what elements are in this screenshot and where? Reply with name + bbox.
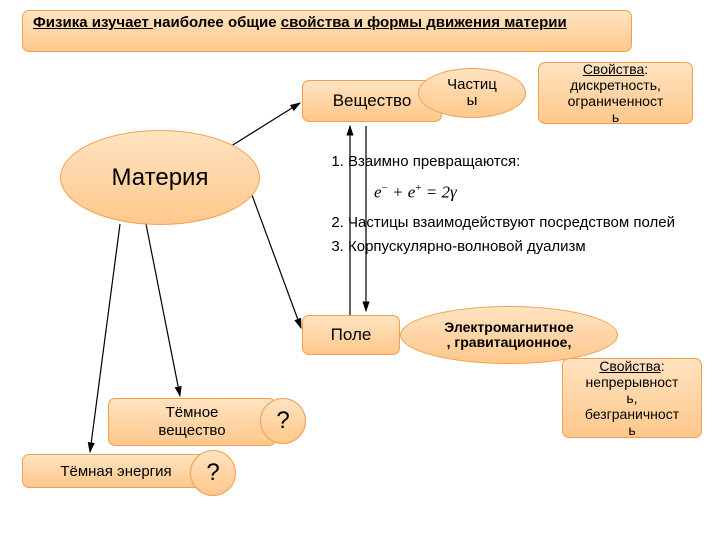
list-item: Корпускулярно-волновой дуализм [348,237,694,257]
header-mid: наиболее общие [153,14,281,31]
node-svoistva-1: Свойства: дискретность, ограниченность [538,62,693,124]
list-item: Взаимно превращаются: e− + e+ = 2γ [348,152,694,209]
node-em-grav: Электромагнитное, гравитационное, [400,306,618,364]
node-question-1: ? [260,398,306,444]
node-temnoe-veshestvo: Тёмноевещество [108,398,276,446]
header-suffix: свойства и формы движения материи [281,14,567,31]
header-banner: Физика изучает наиболее общие свойства и… [22,10,632,52]
node-question-2: ? [190,450,236,496]
node-materiya: Материя [60,130,260,225]
node-temnaya-energiya: Тёмная энергия [22,454,210,488]
list-item: Частицы взаимодействуют посредством поле… [348,213,694,233]
node-chastitsy: Частицы [418,68,526,118]
node-pole: Поле [302,315,400,355]
node-svoistva-2: Свойства: непрерывность, безграничность [562,358,702,438]
formula: e− + e+ = 2γ [348,172,694,209]
header-prefix: Физика изучает [33,14,153,31]
interactions-list: Взаимно превращаются: e− + e+ = 2γ Части… [324,152,694,261]
